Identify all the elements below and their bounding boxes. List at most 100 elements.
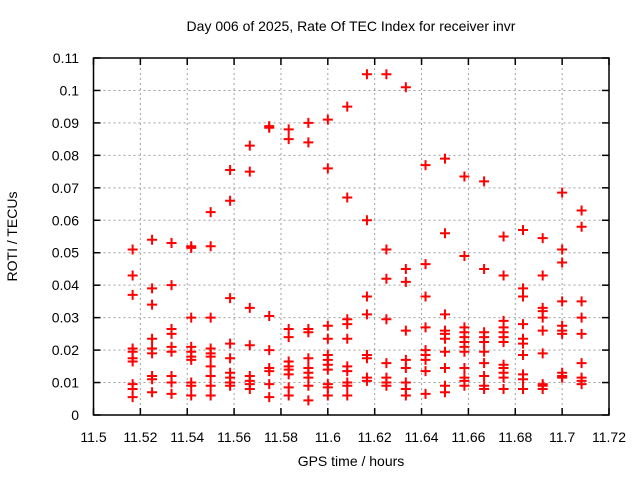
- data-point: [361, 291, 372, 302]
- data-point: [557, 328, 568, 339]
- data-point: [537, 384, 548, 395]
- data-point: [479, 358, 490, 369]
- x-tick-label: 11.54: [170, 429, 204, 445]
- data-point: [186, 380, 197, 391]
- data-point: [303, 395, 314, 406]
- data-point: [166, 346, 177, 357]
- data-point: [264, 366, 275, 377]
- data-point: [400, 263, 411, 274]
- data-point: [518, 338, 529, 349]
- data-point: [479, 176, 490, 187]
- data-point: [225, 293, 236, 304]
- data-point: [459, 380, 470, 391]
- data-point: [147, 348, 158, 359]
- data-point: [459, 362, 470, 373]
- data-point: [518, 349, 529, 360]
- data-point: [342, 101, 353, 112]
- data-point: [205, 241, 216, 252]
- data-point: [498, 270, 509, 281]
- data-point: [264, 392, 275, 403]
- data-point: [303, 117, 314, 128]
- y-tick-label: 0.11: [53, 50, 79, 66]
- data-point: [576, 296, 587, 307]
- data-point: [264, 122, 275, 133]
- data-point: [557, 244, 568, 255]
- x-tick-label: 11.68: [498, 429, 532, 445]
- data-point: [303, 380, 314, 391]
- data-points: [127, 69, 587, 406]
- data-point: [166, 328, 177, 339]
- y-tick-label: 0.05: [52, 245, 79, 261]
- data-point: [283, 124, 294, 135]
- data-point: [225, 164, 236, 175]
- data-point: [127, 356, 138, 367]
- data-point: [400, 362, 411, 373]
- data-point: [518, 291, 529, 302]
- data-point: [576, 379, 587, 390]
- data-point: [322, 364, 333, 375]
- data-point: [518, 374, 529, 385]
- data-point: [381, 69, 392, 80]
- data-point: [439, 309, 450, 320]
- data-point: [303, 327, 314, 338]
- data-point: [147, 333, 158, 344]
- data-point: [537, 233, 548, 244]
- data-point: [518, 225, 529, 236]
- data-point: [557, 257, 568, 268]
- data-point: [498, 384, 509, 395]
- data-point: [361, 353, 372, 364]
- data-point: [225, 338, 236, 349]
- data-point: [479, 336, 490, 347]
- data-point: [147, 234, 158, 245]
- y-tick-label: 0.08: [52, 147, 79, 163]
- data-point: [127, 289, 138, 300]
- data-point: [283, 390, 294, 401]
- data-point: [420, 322, 431, 333]
- data-point: [283, 369, 294, 380]
- plot-border: [92, 57, 610, 416]
- data-point: [479, 346, 490, 357]
- data-point: [225, 195, 236, 206]
- data-point: [127, 270, 138, 281]
- data-point: [498, 336, 509, 347]
- data-point: [166, 377, 177, 388]
- data-point: [264, 379, 275, 390]
- data-point: [420, 366, 431, 377]
- data-point: [479, 371, 490, 382]
- x-tick-label: 11.7: [549, 429, 575, 445]
- data-point: [537, 348, 548, 359]
- data-point: [205, 312, 216, 323]
- data-point: [264, 311, 275, 322]
- data-point: [381, 358, 392, 369]
- x-tick-label: 11.6: [315, 429, 341, 445]
- data-point: [244, 384, 255, 395]
- data-point: [205, 390, 216, 401]
- data-point: [498, 231, 509, 242]
- x-tick-label: 11.52: [123, 429, 157, 445]
- data-point: [147, 387, 158, 398]
- data-point: [576, 328, 587, 339]
- data-point: [557, 372, 568, 383]
- y-tick-label: 0.03: [52, 310, 79, 326]
- data-point: [420, 259, 431, 270]
- data-point: [361, 69, 372, 80]
- data-point: [166, 388, 177, 399]
- data-point: [244, 140, 255, 151]
- y-tick-label: 0.06: [52, 212, 79, 228]
- data-point: [322, 390, 333, 401]
- data-point: [303, 137, 314, 148]
- data-point: [147, 283, 158, 294]
- data-point: [205, 361, 216, 372]
- data-point: [420, 291, 431, 302]
- data-point: [400, 325, 411, 336]
- data-point: [186, 390, 197, 401]
- y-tick-label: 0.07: [52, 180, 79, 196]
- data-point: [342, 333, 353, 344]
- data-point: [244, 340, 255, 351]
- data-point: [205, 207, 216, 218]
- data-point: [127, 392, 138, 403]
- data-point: [186, 354, 197, 365]
- data-point: [283, 134, 294, 145]
- data-point: [439, 333, 450, 344]
- data-point: [205, 351, 216, 362]
